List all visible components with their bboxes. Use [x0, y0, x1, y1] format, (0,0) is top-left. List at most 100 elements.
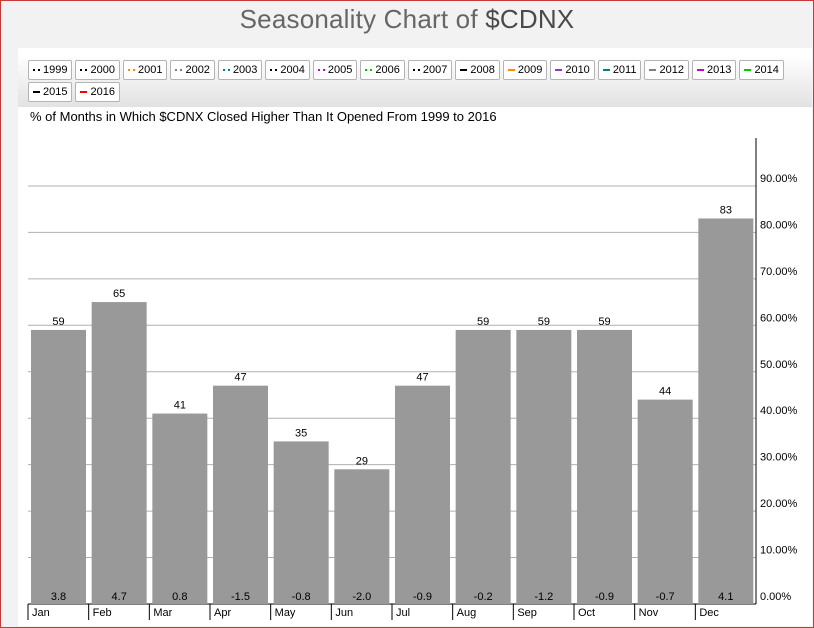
- legend-label: 2001: [137, 64, 163, 76]
- bar-value-label: 65: [113, 288, 125, 300]
- bar-bottom-label: 4.7: [112, 591, 127, 603]
- legend-swatch: [33, 69, 40, 71]
- bar-feb: [91, 302, 147, 604]
- bar-aug: [455, 329, 511, 604]
- legend-item-2012[interactable]: 2012: [644, 60, 689, 80]
- bar-value-label: 59: [52, 316, 64, 328]
- legend-label: 2013: [706, 64, 732, 76]
- bar-jan: [31, 329, 86, 604]
- chart-subtitle: % of Months in Which $CDNX Closed Higher…: [30, 109, 497, 124]
- legend-item-1999[interactable]: 1999: [28, 60, 73, 80]
- x-tick-label: Oct: [578, 607, 595, 619]
- title-text: Seasonality Chart of: [239, 4, 486, 34]
- bar-value-label: 29: [356, 455, 368, 467]
- legend-item-2010[interactable]: 2010: [550, 60, 595, 80]
- bar-bottom-label: -1.2: [534, 591, 553, 603]
- legend-label: 2015: [43, 86, 68, 98]
- y-tick-label: 40.00%: [760, 405, 798, 417]
- legend-item-2011[interactable]: 2011: [597, 60, 642, 80]
- legend-label: 2010: [565, 64, 590, 76]
- bar-dec: [698, 218, 754, 604]
- legend-label: 2008: [470, 64, 495, 76]
- x-tick-label: Jun: [335, 607, 353, 619]
- legend-swatch: [649, 69, 657, 71]
- y-tick-label: 20.00%: [760, 498, 798, 510]
- legend-swatch: [365, 69, 373, 71]
- legend-label: 1999: [43, 64, 68, 76]
- legend-swatch: [33, 91, 40, 93]
- x-tick-label: Jul: [396, 607, 410, 619]
- bar-bottom-label: -0.2: [474, 591, 493, 603]
- x-tick-label: Nov: [639, 607, 659, 619]
- legend-label: 2016: [90, 86, 115, 98]
- legend-item-2013[interactable]: 2013: [691, 60, 737, 80]
- legend-label: 2003: [232, 64, 258, 76]
- bar-mar: [152, 413, 208, 604]
- legend-label: 2012: [659, 64, 684, 76]
- x-tick-label: Apr: [214, 607, 231, 619]
- legend-item-2006[interactable]: 2006: [360, 60, 405, 80]
- legend-swatch: [696, 69, 704, 71]
- bar-value-label: 47: [234, 372, 246, 384]
- legend-item-2015[interactable]: 2015: [28, 82, 73, 102]
- legend-item-2000[interactable]: 2000: [75, 60, 120, 80]
- legend-item-2002[interactable]: 2002: [170, 60, 215, 80]
- y-tick-label: 30.00%: [760, 452, 798, 464]
- legend-label: 2014: [754, 64, 779, 76]
- legend-label: 2004: [280, 64, 305, 76]
- bar-nov: [637, 399, 693, 604]
- legend-label: 2007: [422, 64, 448, 76]
- legend-label: 2002: [185, 64, 210, 76]
- bar-bottom-label: -0.9: [413, 591, 432, 603]
- bar-value-label: 59: [598, 316, 610, 328]
- legend-item-2003[interactable]: 2003: [217, 60, 263, 80]
- bar-oct: [577, 329, 632, 604]
- bar-bottom-label: -0.9: [595, 591, 614, 603]
- legend-swatch: [127, 69, 135, 71]
- bar-value-label: 83: [720, 204, 732, 216]
- y-tick-label: 0.00%: [760, 591, 791, 603]
- legend-label: 2009: [517, 64, 543, 76]
- bar-jun: [334, 469, 390, 604]
- bar-bottom-label: 0.8: [172, 591, 187, 603]
- y-tick-label: 60.00%: [760, 312, 798, 324]
- x-tick-label: Jan: [32, 607, 50, 619]
- legend-item-2008[interactable]: 2008: [455, 60, 500, 80]
- legend-item-2005[interactable]: 2005: [312, 60, 358, 80]
- legend-item-2016[interactable]: 2016: [75, 82, 120, 102]
- legend-swatch: [175, 69, 183, 71]
- y-tick-label: 50.00%: [760, 359, 798, 371]
- legend-item-2004[interactable]: 2004: [265, 60, 310, 80]
- bar-bottom-label: -2.0: [352, 591, 371, 603]
- x-tick-label: Aug: [457, 607, 477, 619]
- bar-value-label: 35: [295, 427, 307, 439]
- legend-item-2009[interactable]: 2009: [502, 60, 548, 80]
- legend-swatch: [744, 69, 752, 71]
- legend-item-2001[interactable]: 2001: [122, 60, 168, 80]
- bar-bottom-label: -0.7: [656, 591, 675, 603]
- legend-item-2007[interactable]: 2007: [407, 60, 453, 80]
- page-title: Seasonality Chart of $CDNX: [0, 4, 814, 35]
- x-tick-label: Mar: [153, 607, 172, 619]
- legend-item-2014[interactable]: 2014: [739, 60, 784, 80]
- legend-label: 2000: [90, 64, 115, 76]
- legend-swatch: [317, 69, 325, 71]
- x-tick-label: Sep: [517, 607, 537, 619]
- bar-bottom-label: 4.1: [718, 591, 733, 603]
- bar-bottom-label: -1.5: [231, 591, 250, 603]
- bar-value-label: 41: [174, 400, 186, 412]
- bar-value-label: 44: [659, 386, 671, 398]
- legend-swatch: [555, 69, 563, 71]
- x-tick-label: Dec: [699, 607, 719, 619]
- bar-bottom-label: 3.8: [51, 591, 66, 603]
- legend-swatch: [222, 69, 230, 71]
- bar-bottom-label: -0.8: [292, 591, 311, 603]
- legend: 1999 2000 2001 2002 2003 2004 2005 2006 2007 2008…: [28, 60, 788, 102]
- y-tick-label: 90.00%: [760, 173, 798, 185]
- bar-may: [273, 441, 329, 604]
- legend-label: 2006: [375, 64, 400, 76]
- y-tick-label: 10.00%: [760, 545, 798, 557]
- bar-jul: [395, 385, 450, 604]
- bar-value-label: 59: [538, 316, 550, 328]
